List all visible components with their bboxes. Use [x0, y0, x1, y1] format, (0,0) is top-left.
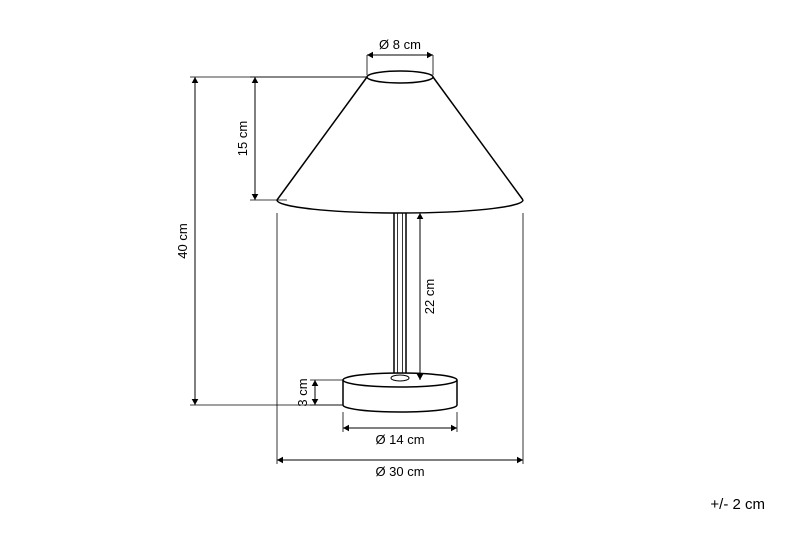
svg-text:22 cm: 22 cm [422, 279, 437, 314]
svg-text:3 cm: 3 cm [295, 378, 310, 406]
svg-text:40 cm: 40 cm [175, 223, 190, 258]
svg-text:Ø 30 cm: Ø 30 cm [375, 464, 424, 479]
svg-text:Ø 14 cm: Ø 14 cm [375, 432, 424, 447]
svg-text:Ø 8 cm: Ø 8 cm [379, 37, 421, 52]
lamp-dimension-diagram: Ø 8 cm 40 cm 15 cm 22 cm 3 cm Ø 14 cm Ø 30 cm [0, 0, 800, 533]
svg-text:15 cm: 15 cm [235, 121, 250, 156]
tolerance-note: +/- 2 cm [710, 496, 765, 513]
